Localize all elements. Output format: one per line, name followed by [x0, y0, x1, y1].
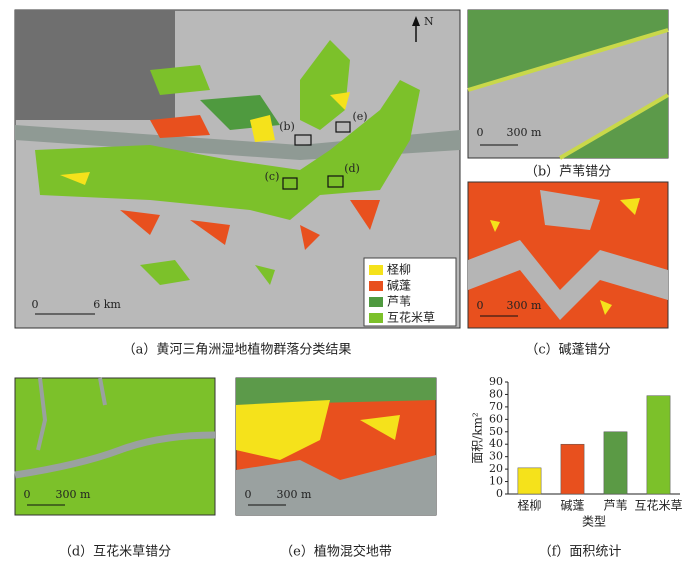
y-tick-label: 20 [489, 462, 503, 475]
marker-label: (c) [265, 170, 280, 183]
legend-label: 互花米草 [387, 310, 435, 325]
y-tick-label: 70 [489, 400, 503, 413]
marker-box [327, 175, 344, 188]
bar [603, 431, 628, 495]
y-tick-label: 60 [489, 412, 503, 425]
scale-label: 300 m [507, 126, 542, 139]
channel [14, 431, 216, 479]
bar [646, 395, 671, 495]
caption: （b）芦苇错分 [525, 165, 611, 180]
bare-land [468, 190, 668, 320]
urban-area [15, 10, 175, 120]
legend-label: 芦苇 [387, 295, 411, 309]
scale-label: 0 [477, 126, 484, 139]
y-tick-label: 50 [489, 425, 503, 438]
map-d [14, 377, 216, 516]
vegetation [467, 28, 669, 92]
x-tick-label: 柽柳 [517, 499, 541, 513]
y-tick-label: 90 [489, 375, 503, 388]
x-tick-label: 碱蓬 [560, 499, 584, 513]
y-tick-label: 80 [489, 387, 503, 400]
vegetation [140, 260, 275, 285]
north-arrow [412, 16, 420, 26]
caption: （a）黄河三角洲湿地植物群落分类结果 [123, 343, 352, 358]
y-axis-label: 面积/km² [471, 412, 485, 464]
scale-label: 6 km [93, 298, 121, 311]
channel [98, 377, 107, 406]
legend-swatch [369, 265, 383, 275]
marker-box [335, 121, 351, 133]
vegetation [558, 93, 670, 160]
y-tick-label: 30 [489, 450, 503, 463]
channel [36, 377, 48, 451]
marker-box [294, 134, 312, 146]
vegetation [236, 400, 400, 460]
vegetation [150, 65, 210, 95]
marker-box [282, 177, 298, 190]
caption: （d）互花米草错分 [59, 544, 171, 560]
caption: （c）碱蓬错分 [525, 343, 610, 358]
marker-label: (b) [279, 120, 295, 133]
bar [517, 467, 542, 495]
caption: （f）面积统计 [539, 545, 622, 560]
legend-label: 柽柳 [387, 263, 411, 277]
north-label: N [424, 15, 434, 28]
scale-label: 0 [245, 488, 252, 501]
scale-label: 0 [477, 299, 484, 312]
x-tick-label: 互花米草 [634, 498, 682, 513]
scale-label: 0 [24, 488, 31, 501]
legend-swatch [369, 297, 383, 307]
vegetation [300, 40, 350, 130]
vegetation [468, 10, 668, 90]
y-tick-label: 10 [489, 475, 503, 488]
scale-label: 0 [32, 298, 39, 311]
marker-label: (e) [352, 110, 367, 123]
scale-label: 300 m [277, 488, 312, 501]
scale-label: 300 m [507, 299, 542, 312]
y-tick-label: 40 [489, 437, 503, 450]
marker-label: (d) [344, 162, 360, 175]
vegetation [236, 378, 436, 405]
legend-swatch [369, 313, 383, 323]
legend-swatch [369, 281, 383, 291]
caption: （e）植物混交地带 [280, 544, 392, 560]
x-tick-label: 芦苇 [603, 499, 627, 513]
x-axis-label: 类型 [582, 515, 606, 529]
bare-land [236, 455, 436, 515]
vegetation [35, 80, 420, 220]
y-tick-label: 0 [496, 487, 503, 500]
scale-label: 300 m [56, 488, 91, 501]
bar [560, 443, 585, 495]
legend-label: 碱蓬 [387, 279, 411, 293]
